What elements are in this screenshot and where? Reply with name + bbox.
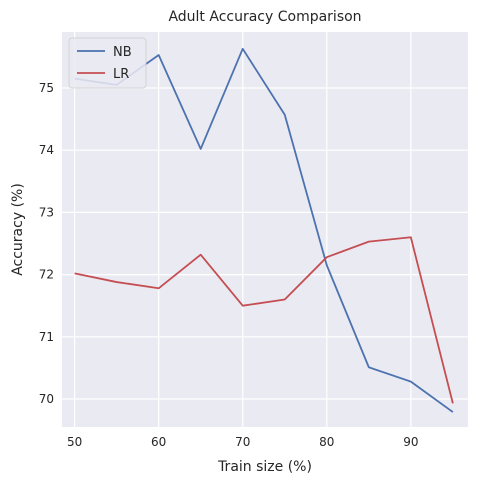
x-tick-label: 60 xyxy=(151,435,166,449)
y-tick-label: 74 xyxy=(39,143,54,157)
y-tick-label: 71 xyxy=(39,330,54,344)
x-tick-label: 70 xyxy=(235,435,250,449)
y-tick-label: 73 xyxy=(39,205,54,219)
legend-box xyxy=(68,37,147,89)
chart-title: Adult Accuracy Comparison xyxy=(168,9,361,25)
plot-area xyxy=(62,32,468,427)
x-tick-label: 50 xyxy=(67,435,82,449)
y-axis-label: Accuracy (%) xyxy=(10,183,26,276)
legend: NB LR xyxy=(68,37,147,89)
y-tick-label: 72 xyxy=(39,268,54,282)
legend-label-lr: LR xyxy=(113,67,129,82)
legend-label-nb: NB xyxy=(113,45,132,60)
series-line-lr xyxy=(74,236,454,404)
tick-labels: 50 60 70 80 90 70 71 72 73 74 75 xyxy=(39,81,419,449)
y-tick-label: 75 xyxy=(39,81,54,95)
x-tick-label: 90 xyxy=(403,435,418,449)
x-axis-label: Train size (%) xyxy=(217,459,312,475)
x-tick-label: 80 xyxy=(319,435,334,449)
y-tick-label: 70 xyxy=(39,392,54,406)
